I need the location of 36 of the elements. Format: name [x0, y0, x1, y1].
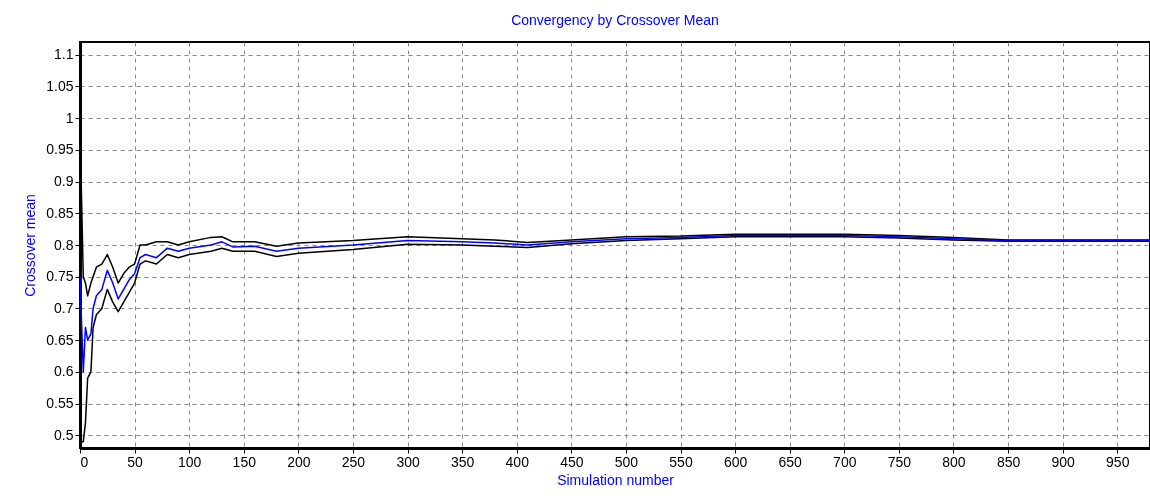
x-tick-label: 800	[942, 453, 966, 470]
x-tick-label: 850	[996, 453, 1021, 470]
x-tick-label: 900	[1051, 453, 1076, 470]
y-axis-title: Crossover mean	[22, 194, 39, 297]
y-tick-label: 1.1	[54, 46, 74, 63]
x-tick-label: 0	[80, 453, 89, 470]
y-tick-label: 0.95	[46, 141, 74, 158]
y-tick-label: 0.7	[54, 299, 74, 316]
y-tick-label: 1	[65, 109, 74, 126]
x-tick-label: 500	[614, 453, 639, 470]
x-tick-label: 450	[560, 453, 584, 470]
x-tick-label: 750	[887, 453, 912, 470]
x-axis-title: Simulation number	[557, 471, 675, 488]
x-tick-label: 100	[178, 453, 202, 470]
y-tick-label: 0.9	[54, 173, 74, 190]
chart-title: Convergency by Crossover Mean	[511, 12, 719, 28]
x-tick-label: 350	[450, 453, 475, 470]
x-tick-label: 250	[341, 453, 366, 470]
y-tick-label: 0.5	[54, 426, 74, 443]
x-tick-label: 200	[287, 453, 311, 470]
y-tick-label: 0.85	[46, 204, 74, 221]
x-tick-label: 400	[505, 453, 530, 470]
x-tick-label: 550	[669, 453, 693, 470]
y-tick-label: 0.75	[46, 268, 74, 285]
y-tick-label: 0.6	[54, 363, 74, 380]
x-tick-label: 50	[127, 453, 144, 470]
x-tick-label: 600	[723, 453, 748, 470]
y-tick-label: 0.65	[46, 331, 74, 348]
y-tick-label: 1.05	[46, 77, 74, 94]
x-tick-label: 950	[1106, 453, 1130, 470]
x-tick-label: 150	[232, 453, 257, 470]
x-tick-label: 300	[396, 453, 420, 470]
y-tick-label: 0.55	[46, 395, 74, 412]
x-tick-label: 650	[778, 453, 803, 470]
y-tick-label: 0.8	[54, 236, 74, 253]
x-tick-label: 700	[833, 453, 857, 470]
